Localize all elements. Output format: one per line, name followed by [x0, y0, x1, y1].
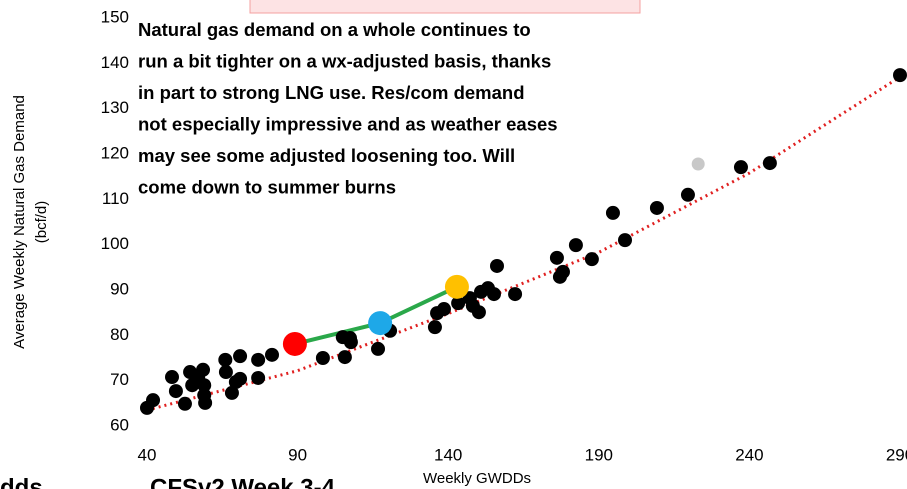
point	[337, 350, 352, 365]
y-tick-label: 90	[110, 279, 129, 298]
x-tick-label: 240	[735, 445, 763, 464]
x-axis-title: Weekly GWDDs	[423, 470, 531, 487]
point	[251, 352, 266, 367]
point	[315, 351, 330, 365]
point	[177, 396, 192, 411]
x-tick-label: 290	[886, 445, 907, 464]
y-tick-label: 110	[102, 189, 129, 208]
point	[691, 157, 705, 171]
y-tick-label: 100	[101, 234, 129, 253]
y-tick-label: 80	[110, 325, 129, 344]
point	[233, 349, 248, 364]
annotation: run a bit tighter on a wx-adjusted basis…	[138, 50, 551, 71]
header-box	[249, 0, 641, 14]
point	[605, 205, 620, 220]
point	[343, 331, 358, 346]
x-tick-label: 90	[288, 445, 307, 464]
x-tick-label: 40	[138, 445, 157, 464]
y-tick-label: 140	[101, 53, 129, 72]
point	[649, 200, 664, 215]
y-tick-label: 130	[101, 98, 129, 117]
point	[218, 365, 233, 380]
trend-line	[146, 75, 901, 412]
point	[568, 238, 583, 253]
y-tick-label: 120	[101, 143, 129, 162]
annotation: not especially impressive and as weather…	[138, 113, 558, 134]
point	[549, 250, 564, 265]
point	[371, 341, 386, 356]
annotation: Natural gas demand on a whole continues …	[138, 19, 531, 40]
point	[762, 156, 777, 171]
point	[251, 370, 266, 385]
point	[680, 187, 695, 202]
x-tick-label: 140	[434, 445, 462, 464]
point	[489, 258, 504, 273]
y-tick-label: 150	[101, 7, 129, 26]
y-tick-label: 70	[110, 370, 129, 389]
point	[471, 305, 486, 320]
point	[436, 302, 451, 317]
point	[893, 68, 907, 83]
point	[198, 395, 213, 410]
point	[555, 264, 570, 279]
point	[196, 362, 211, 377]
x-tick-label: 190	[585, 445, 613, 464]
point	[164, 370, 179, 385]
footer-text: dds	[0, 474, 43, 489]
point	[733, 160, 748, 175]
footer-text: CFSv2 Week 3-4	[150, 474, 336, 489]
point	[618, 233, 633, 248]
point	[368, 311, 393, 336]
point	[282, 331, 307, 356]
point	[224, 385, 239, 400]
annotation: come down to summer burns	[138, 176, 396, 197]
y-tick-label: 60	[110, 415, 129, 434]
point	[508, 287, 523, 302]
point	[444, 274, 469, 299]
y-axis-title: (bcf/d)	[33, 201, 50, 244]
point	[168, 384, 183, 399]
point	[584, 252, 599, 267]
point	[218, 352, 233, 367]
point	[264, 347, 279, 362]
annotation: in part to strong LNG use. Res/com deman…	[138, 82, 525, 103]
point	[146, 393, 161, 408]
point	[233, 371, 248, 386]
point	[486, 287, 501, 302]
y-axis-title: Average Weekly Natural Gas Demand	[11, 95, 28, 349]
point	[427, 320, 442, 335]
point	[451, 296, 466, 311]
annotation: may see some adjusted loosening too. Wil…	[138, 145, 515, 166]
point	[197, 378, 212, 393]
